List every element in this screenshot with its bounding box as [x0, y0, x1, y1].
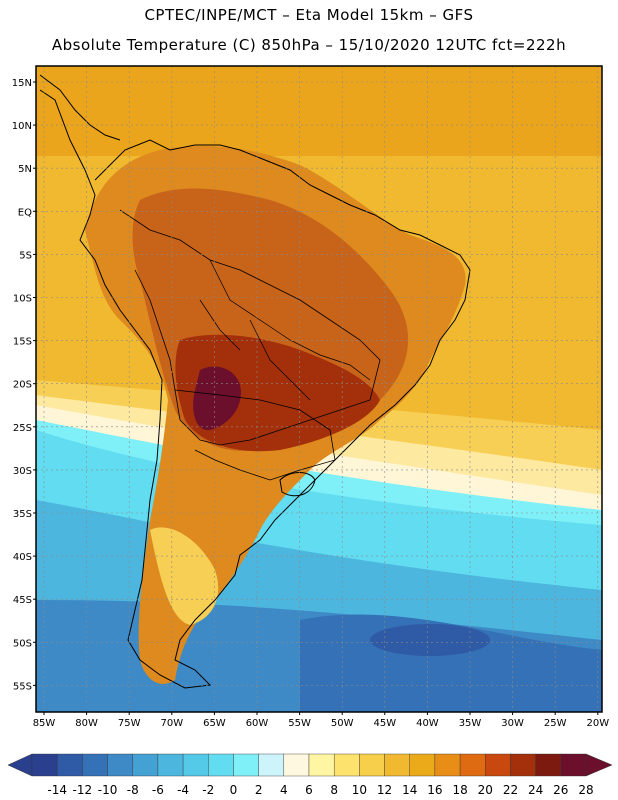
colorbar-swatch — [409, 753, 436, 777]
colorbar-label: 4 — [280, 783, 288, 797]
field-north-band — [36, 66, 602, 156]
colorbar-label: -10 — [98, 783, 118, 797]
colorbar-swatch — [258, 753, 285, 777]
lat-label: 20S — [13, 380, 32, 391]
colorbar-label: -12 — [73, 783, 93, 797]
lat-label: 15N — [12, 78, 32, 89]
map-title-line-1: CPTEC/INPE/MCT – Eta Model 15km – GFS — [144, 6, 474, 24]
temperature-field — [36, 66, 602, 712]
coastline — [39, 89, 471, 689]
lat-label: 55S — [13, 681, 32, 692]
colorbar-swatch — [107, 753, 133, 777]
lon-label: 30W — [501, 718, 524, 729]
lon-label: 25W — [544, 718, 567, 729]
lon-label: 75W — [118, 718, 141, 729]
colorbar-swatch — [308, 753, 335, 777]
colorbar-label: 2 — [255, 783, 263, 797]
colorbar-label: 14 — [402, 783, 417, 797]
land-max-heat-core — [193, 366, 241, 431]
lon-label: 40W — [416, 718, 439, 729]
longitude-labels: 85W 80W 75W 70W 65W 60W 55W 50W 45W 40W 35W 30W 25W 2… — [33, 712, 609, 729]
lon-label: 45W — [373, 718, 396, 729]
colorbar-swatch — [208, 753, 234, 777]
colorbar-label: 22 — [503, 783, 518, 797]
lon-label: 70W — [160, 718, 183, 729]
colorbar-swatch — [485, 753, 511, 777]
lat-label: 10N — [12, 121, 32, 132]
lat-label: 40S — [13, 552, 32, 563]
colorbar-label: 8 — [330, 783, 338, 797]
colorbar-swatch — [132, 753, 159, 777]
uruguay-outline — [279, 472, 316, 497]
colorbar-swatch — [31, 753, 58, 777]
state-borders — [199, 259, 371, 401]
colorbar-swatch — [560, 753, 587, 777]
colorbar-label: 0 — [230, 783, 238, 797]
colorbar-swatch — [434, 753, 461, 777]
colorbar-swatch — [510, 753, 536, 777]
lon-label: 35W — [459, 718, 482, 729]
lon-label: 55W — [288, 718, 311, 729]
lat-label: 25S — [13, 423, 32, 434]
latitude-labels: 15N 10N 5N EQ 5S 10S 15S 20S 25S 30S 35S 40S 45S 50S 5… — [12, 78, 36, 692]
colorbar-min-arrow — [7, 753, 33, 777]
colorbar-swatch — [359, 753, 385, 777]
temperature-colorbar: -14 -12 -10 -8 -6 -4 -2 0 2 4 6 8 10 12 14 16 18 20 22 24 26… — [7, 753, 613, 797]
colorbar-swatch — [182, 753, 209, 777]
colorbar-label: 6 — [305, 783, 313, 797]
colorbar-label: 18 — [452, 783, 467, 797]
map-frame — [35, 65, 603, 713]
colorbar-label: -6 — [152, 783, 164, 797]
colorbar-label: -14 — [47, 783, 67, 797]
colorbar-swatch — [535, 753, 562, 777]
lon-label: 65W — [203, 718, 226, 729]
lon-label: 80W — [75, 718, 98, 729]
country-borders-south — [174, 389, 336, 481]
lat-label: 45S — [13, 595, 32, 606]
colorbar-label: 20 — [478, 783, 493, 797]
lat-label: 5S — [19, 250, 32, 261]
colorbar-swatch — [459, 753, 486, 777]
land-very-hot-area — [175, 334, 380, 452]
colorbar-label: 24 — [528, 783, 543, 797]
colorbar-swatch — [157, 753, 184, 777]
lat-label: 35S — [13, 509, 32, 520]
colorbar-swatch — [233, 753, 259, 777]
central-america-coast — [39, 74, 121, 141]
lat-lon-grid — [36, 66, 602, 712]
colorbar-label: 28 — [578, 783, 593, 797]
lat-label: EQ — [18, 207, 32, 218]
colorbar-label: 26 — [553, 783, 568, 797]
country-borders-west — [119, 209, 381, 446]
map-title-line-2: Absolute Temperature (C) 850hPa – 15/10/… — [51, 36, 567, 54]
lat-label: 15S — [13, 337, 32, 348]
lat-label: 30S — [13, 466, 32, 477]
colorbar-label: -4 — [177, 783, 189, 797]
colorbar-label: 16 — [427, 783, 442, 797]
colorbar-swatch — [333, 753, 360, 777]
colorbar-swatch — [283, 753, 310, 777]
colorbar-swatch — [82, 753, 108, 777]
lon-label: 50W — [331, 718, 354, 729]
lat-label: 50S — [13, 638, 32, 649]
colorbar-label: -8 — [127, 783, 139, 797]
lon-label: 85W — [33, 718, 56, 729]
colorbar-swatch — [56, 753, 83, 777]
colorbar-label: 10 — [352, 783, 367, 797]
field-cold-core — [370, 624, 490, 656]
lat-label: 5N — [18, 164, 32, 175]
colorbar-swatch — [384, 753, 410, 777]
colorbar-label: 12 — [377, 783, 392, 797]
colorbar-label: -2 — [202, 783, 214, 797]
lon-label: 20W — [586, 718, 609, 729]
patagonia-warm-tongue — [150, 527, 219, 625]
lat-label: 10S — [13, 294, 32, 305]
lon-label: 60W — [246, 718, 269, 729]
colorbar-max-arrow — [585, 753, 613, 777]
